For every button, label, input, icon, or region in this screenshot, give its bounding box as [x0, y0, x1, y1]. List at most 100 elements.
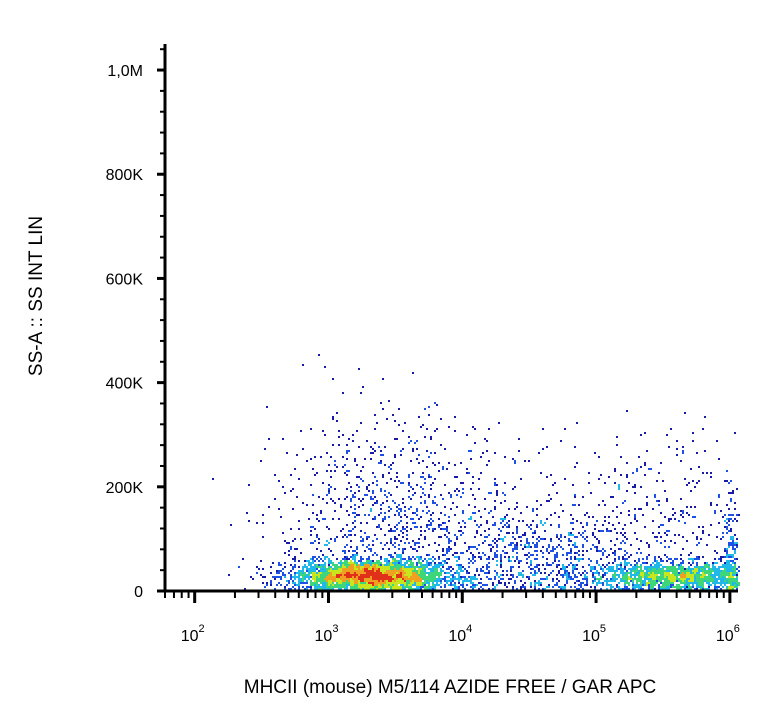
event-dot [428, 520, 430, 522]
event-dot [384, 564, 386, 566]
event-dot [460, 576, 462, 578]
event-dot [728, 546, 730, 548]
event-dot [428, 474, 430, 476]
event-dot [364, 564, 366, 566]
event-dot [322, 572, 324, 574]
event-dot [364, 574, 366, 576]
event-dot [412, 566, 414, 568]
event-dot [664, 566, 666, 568]
event-dot [468, 576, 470, 578]
event-dot [352, 554, 354, 556]
event-dot [556, 546, 558, 548]
event-dot [454, 534, 456, 536]
event-dot [348, 470, 350, 472]
event-dot [562, 588, 564, 590]
event-dot [564, 572, 566, 574]
event-dot [662, 524, 664, 526]
event-dot [372, 540, 374, 542]
event-dot [454, 430, 456, 432]
event-dot [376, 586, 378, 588]
event-dot [582, 550, 584, 552]
event-dot [284, 588, 286, 590]
event-dot [480, 524, 482, 526]
event-dot [474, 512, 476, 514]
event-dot [412, 582, 414, 584]
event-dot [584, 584, 586, 586]
event-dot [346, 568, 348, 570]
event-dot [262, 514, 264, 516]
event-dot [714, 576, 716, 578]
event-dot [392, 530, 394, 532]
event-dot [456, 494, 458, 496]
event-dot [580, 582, 582, 584]
event-dot [306, 580, 308, 582]
event-dot [340, 588, 342, 590]
event-dot [652, 578, 654, 580]
event-dot [464, 578, 466, 580]
event-dot [324, 518, 326, 520]
event-dot [568, 534, 570, 536]
event-dot [334, 574, 336, 576]
event-dot [538, 564, 540, 566]
event-dot [608, 570, 610, 572]
event-dot [554, 482, 556, 484]
event-dot [726, 560, 728, 562]
event-dot [382, 518, 384, 520]
event-dot [448, 492, 450, 494]
event-dot [230, 524, 232, 526]
event-dot [490, 578, 492, 580]
event-dot [394, 546, 396, 548]
event-dot [428, 564, 430, 566]
event-dot [296, 576, 298, 578]
event-dot [674, 542, 676, 544]
event-dot [682, 548, 684, 550]
event-dot [558, 572, 560, 574]
event-dot [626, 588, 628, 590]
event-dot [424, 586, 426, 588]
event-dot [340, 572, 342, 574]
event-dot [330, 572, 332, 574]
event-dot [328, 562, 330, 564]
event-dot [520, 586, 522, 588]
event-dot [688, 554, 690, 556]
event-dot [492, 584, 494, 586]
event-dot [716, 582, 718, 584]
event-dot [366, 488, 368, 490]
event-dot [664, 580, 666, 582]
event-dot [556, 564, 558, 566]
event-dot [438, 580, 440, 582]
event-dot [570, 534, 572, 536]
event-dot [284, 540, 286, 542]
event-dot [338, 444, 340, 446]
event-dot [386, 576, 388, 578]
event-dot [440, 418, 442, 420]
event-dot [616, 516, 618, 518]
event-dot [350, 568, 352, 570]
event-dot [292, 508, 294, 510]
event-dot [358, 584, 360, 586]
event-dot [494, 508, 496, 510]
event-dot [286, 584, 288, 586]
event-dot [650, 586, 652, 588]
event-dot [622, 556, 624, 558]
event-dot [652, 572, 654, 574]
event-dot [318, 538, 320, 540]
event-dot [610, 568, 612, 570]
event-dot [376, 480, 378, 482]
event-dot [376, 576, 378, 578]
event-dot [406, 530, 408, 532]
event-dot [682, 578, 684, 580]
event-dot [408, 570, 410, 572]
event-dot [400, 482, 402, 484]
event-dot [338, 430, 340, 432]
event-dot [384, 568, 386, 570]
event-dot [316, 534, 318, 536]
event-dot [678, 566, 680, 568]
event-dot [692, 432, 694, 434]
event-dot [270, 584, 272, 586]
event-dot [452, 588, 454, 590]
event-dot [342, 584, 344, 586]
event-dot [370, 498, 372, 500]
event-dot [732, 572, 734, 574]
event-dot [398, 570, 400, 572]
